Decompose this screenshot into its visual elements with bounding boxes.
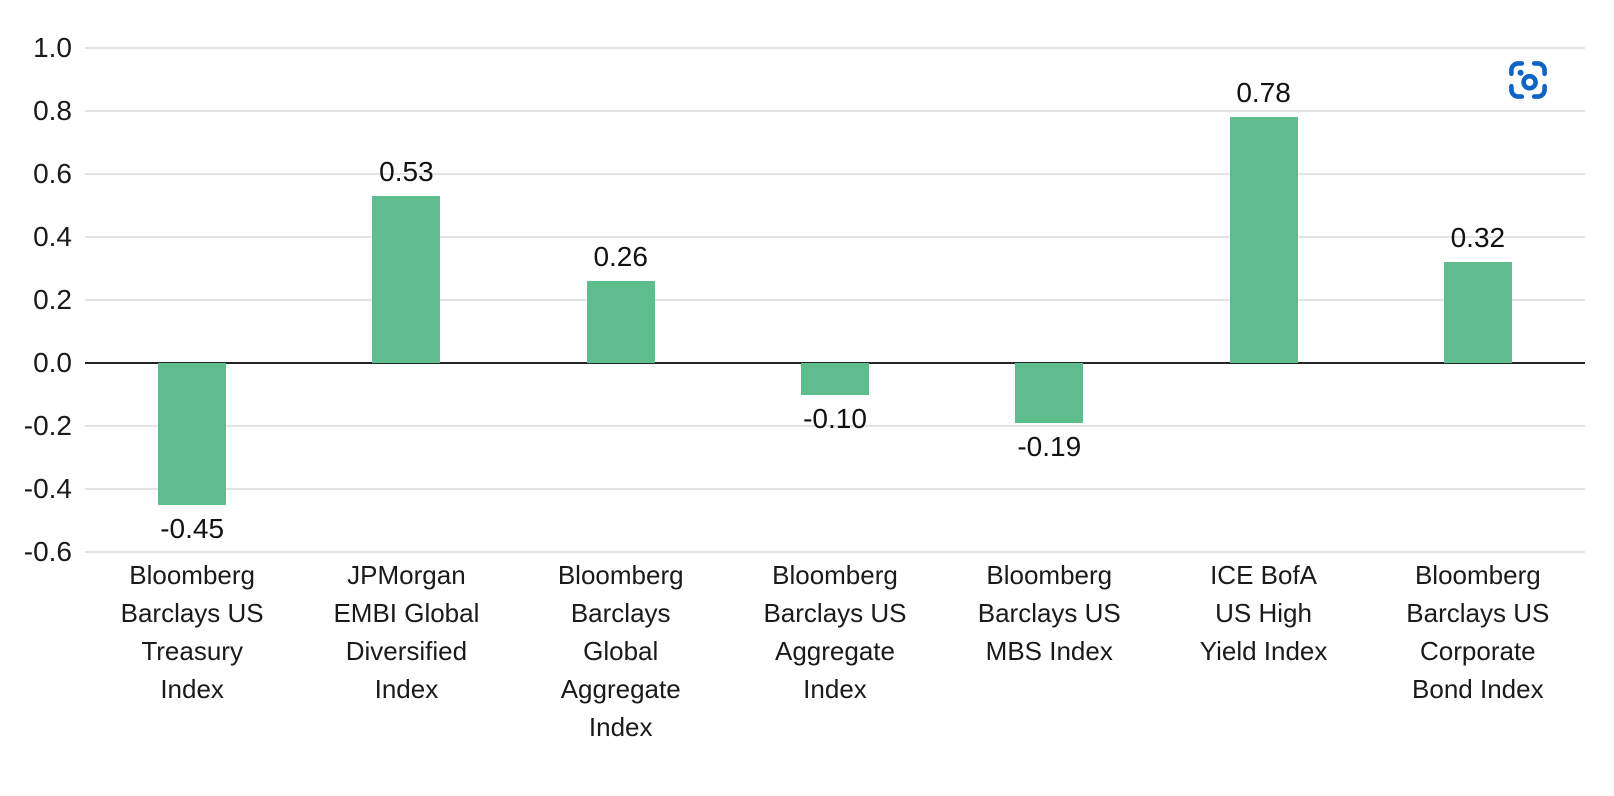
gridline xyxy=(85,110,1585,112)
y-axis-tick-label: -0.2 xyxy=(23,410,72,441)
y-axis-tick-label: 0.2 xyxy=(33,284,72,315)
x-axis-labels: Bloomberg Barclays US Treasury Index JPMorga… xyxy=(85,556,1585,746)
y-axis-tick-label: 1.0 xyxy=(33,32,72,63)
gridline xyxy=(85,299,1585,301)
y-axis-tick-label: 0.4 xyxy=(33,221,72,252)
bar xyxy=(801,363,869,395)
bar-value-label: -0.10 xyxy=(803,402,867,434)
x-axis-label: JPMorgan EMBI Global Diversified Index xyxy=(333,560,480,704)
x-axis-label: Bloomberg Barclays US MBS Index xyxy=(977,560,1121,666)
gridline xyxy=(85,236,1585,238)
y-axis-tick-label: 0.8 xyxy=(33,95,72,126)
x-axis-label: Bloomberg Barclays US Treasury Index xyxy=(120,560,264,704)
bar-value-label: -0.45 xyxy=(160,512,225,544)
gridline xyxy=(85,551,1585,553)
y-axis-tick-label: 0.0 xyxy=(33,347,72,378)
bar xyxy=(372,196,441,363)
bar xyxy=(586,281,655,363)
bar xyxy=(1443,262,1512,363)
bar-value-label: 0.32 xyxy=(1450,222,1506,254)
bar-value-label: 0.53 xyxy=(379,156,434,188)
x-axis-label: Bloomberg Barclays Global Aggregate Index xyxy=(557,560,684,742)
bar xyxy=(158,363,227,505)
x-axis-label: ICE BofA US High Yield Index xyxy=(1199,560,1328,666)
bar-value-label: 0.26 xyxy=(593,241,648,273)
y-axis-tick-label: -0.6 xyxy=(23,536,72,567)
bar-value-label: 0.78 xyxy=(1236,77,1291,109)
y-axis-tick-label: 0.6 xyxy=(33,158,72,189)
screenshot-button[interactable] xyxy=(1502,54,1554,106)
gridline xyxy=(85,488,1585,490)
gridline xyxy=(85,47,1585,49)
x-axis-label: Bloomberg Barclays US Corporate Bond Index xyxy=(1406,560,1550,704)
camera-screenshot-icon xyxy=(1509,61,1547,99)
bar xyxy=(1015,363,1084,423)
bar-value-label: -0.19 xyxy=(1017,430,1082,462)
gridline xyxy=(85,173,1585,175)
y-axis-tick-label: -0.4 xyxy=(23,473,72,504)
gridline xyxy=(85,425,1585,427)
bar xyxy=(1229,117,1298,363)
x-axis-label: Bloomberg Barclays US Aggregate Index xyxy=(763,560,907,704)
